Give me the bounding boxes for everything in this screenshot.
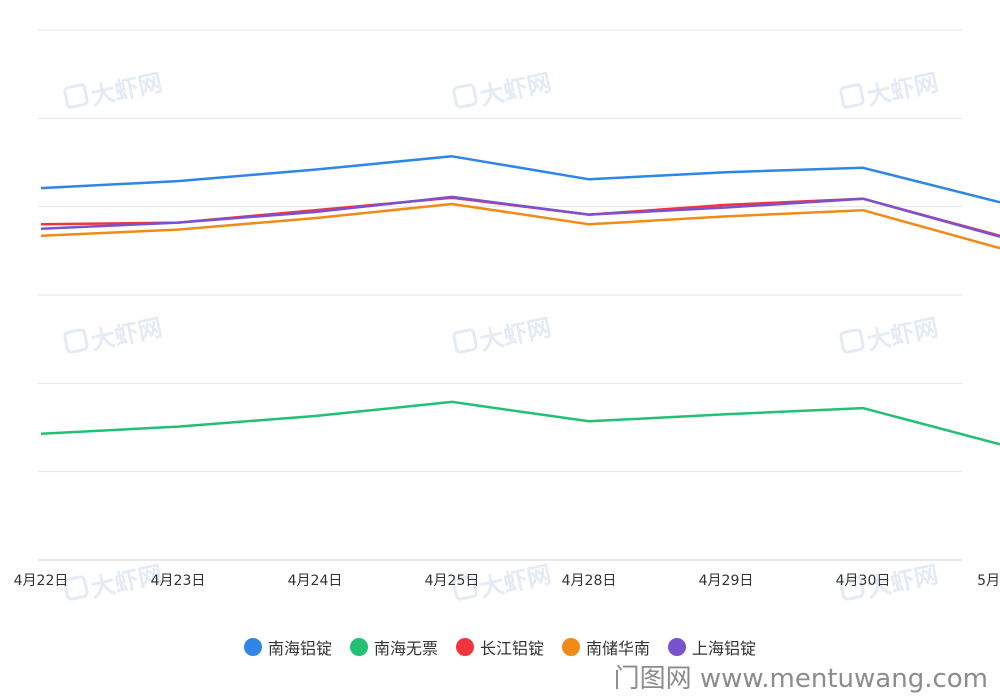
watermark-7: 大虾网 — [63, 560, 165, 603]
legend-label-5: 上海铝锭 — [692, 639, 757, 658]
x-tick-label: 4月25日 — [425, 573, 480, 589]
legend-label-4: 南储华南 — [586, 639, 651, 658]
series-line-5 — [40, 195, 1000, 238]
legend-marker-4 — [562, 638, 580, 656]
svg-text:大虾网: 大虾网 — [88, 68, 164, 110]
legend-marker-5 — [668, 638, 687, 656]
x-axis-ticks: 4月22日 4月23日 4月24日 4月25日 4月28日 4月29日 4月30日 5月6日 — [14, 573, 1000, 589]
legend-marker-2 — [349, 638, 368, 656]
series-line-2 — [40, 400, 1000, 446]
watermark-1: 大虾网 — [63, 68, 165, 111]
x-tick-label: 4月29日 — [699, 573, 754, 589]
x-tick-label: 4月30日 — [836, 573, 891, 589]
svg-text:大虾网: 大虾网 — [477, 68, 553, 110]
x-tick-label: 5月6日 — [977, 573, 1000, 589]
legend-marker-1 — [243, 638, 262, 656]
legend-label-2: 南海无票 — [373, 639, 438, 658]
svg-text:大虾网: 大虾网 — [88, 313, 164, 355]
watermark-2: 大虾网 — [452, 68, 554, 111]
legend-item-4[interactable]: 南储华南 — [562, 635, 650, 659]
legend-marker-3 — [455, 638, 474, 656]
grid-lines — [38, 29, 962, 561]
legend-item-2[interactable]: 南海无票 — [349, 635, 438, 659]
legend-label-1: 南海铝锭 — [267, 639, 332, 658]
legend: 南海铝锭 南海无票 长江铝锭 南储华南 上海铝锭 — [0, 632, 1000, 662]
watermark-4: 大虾网 — [63, 313, 165, 356]
legend-item-1[interactable]: 南海铝锭 — [243, 635, 332, 659]
x-tick-label: 4月24日 — [288, 573, 343, 589]
watermark-3: 大虾网 — [839, 68, 941, 111]
x-tick-label: 4月22日 — [14, 573, 69, 589]
watermark-5: 大虾网 — [452, 313, 554, 356]
svg-text:大虾网: 大虾网 — [864, 68, 940, 110]
watermark-6: 大虾网 — [839, 313, 941, 356]
x-tick-label: 4月28日 — [562, 573, 617, 589]
x-tick-label: 4月23日 — [151, 573, 206, 589]
series-line-4 — [40, 202, 1000, 250]
footer-watermark: 门图网 www.mentuwang.com — [613, 664, 988, 694]
svg-text:大虾网: 大虾网 — [477, 313, 553, 355]
legend-label-3: 长江铝锭 — [479, 639, 544, 658]
series-lines — [40, 155, 1000, 446]
svg-text:大虾网: 大虾网 — [477, 560, 553, 602]
legend-item-3[interactable]: 长江铝锭 — [455, 635, 544, 659]
legend-item-5[interactable]: 上海铝锭 — [668, 635, 756, 659]
svg-text:大虾网: 大虾网 — [864, 313, 940, 355]
series-line-1 — [40, 155, 1000, 204]
